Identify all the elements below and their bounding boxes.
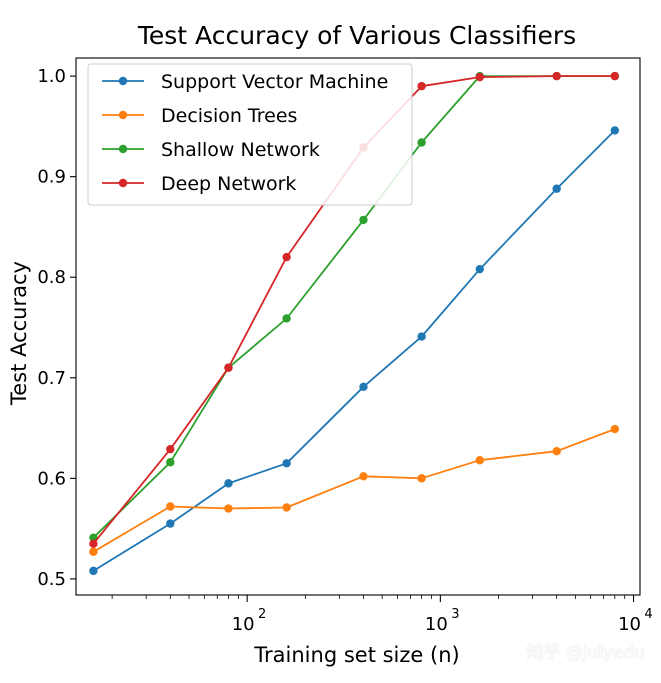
axes-layer: 0.50.60.70.80.91.010 2 10 3 10 4 xyxy=(37,57,653,635)
y-tick-label-5: 1.0 xyxy=(37,66,66,87)
legend-label-1: Decision Trees xyxy=(161,105,297,127)
data-point-s0-5 xyxy=(417,332,426,341)
legend-marker-2 xyxy=(118,144,128,154)
watermark: 知乎 @julyedu xyxy=(526,643,645,663)
y-tick-label-0: 0.5 xyxy=(37,569,66,590)
legend-label-0: Support Vector Machine xyxy=(161,71,388,93)
data-point-s0-7 xyxy=(552,184,561,193)
x-tick-label-exp-1: 3 xyxy=(451,607,459,622)
data-point-s1-0 xyxy=(89,547,98,556)
data-point-s3-0 xyxy=(89,539,98,548)
legend-marker-0 xyxy=(118,76,128,86)
data-point-s1-3 xyxy=(282,503,291,512)
data-point-s0-8 xyxy=(610,126,620,135)
x-axis-label: Training set size (n) xyxy=(253,643,459,667)
data-point-s2-5 xyxy=(417,138,426,147)
x-tick-label-1: 10 xyxy=(425,614,448,635)
x-tick-label-exp-0: 2 xyxy=(258,607,266,622)
data-point-s1-8 xyxy=(610,424,620,434)
data-point-s0-3 xyxy=(282,459,291,468)
data-point-s0-0 xyxy=(89,566,98,576)
data-point-s2-4 xyxy=(359,215,368,225)
data-point-s1-5 xyxy=(417,474,426,483)
data-point-s3-8 xyxy=(610,71,620,81)
data-point-s1-6 xyxy=(475,456,484,465)
y-tick-label-1: 0.6 xyxy=(37,468,66,489)
x-tick-label-2: 10 xyxy=(618,614,641,635)
data-point-s3-2 xyxy=(224,363,233,372)
legend-label-3: Deep Network xyxy=(161,173,296,195)
legend-box xyxy=(87,63,413,206)
data-point-s0-2 xyxy=(224,479,233,488)
data-point-s0-6 xyxy=(475,264,484,274)
data-point-s3-6 xyxy=(475,72,484,82)
y-tick-label-2: 0.7 xyxy=(37,368,66,389)
data-point-s1-1 xyxy=(166,502,175,511)
y-tick-label-4: 0.9 xyxy=(37,167,66,188)
data-point-s1-7 xyxy=(552,446,561,456)
chart-title: Test Accuracy of Various Classifiers xyxy=(137,21,576,50)
data-point-s3-3 xyxy=(282,252,291,262)
y-tick-label-3: 0.8 xyxy=(37,267,66,288)
data-point-s2-3 xyxy=(282,314,291,323)
data-point-s1-4 xyxy=(359,472,368,481)
data-point-s0-4 xyxy=(359,382,368,392)
data-point-s2-1 xyxy=(166,458,175,467)
legend-marker-1 xyxy=(118,110,128,120)
y-axis-label: Test Accuracy xyxy=(7,261,31,406)
data-point-s1-2 xyxy=(224,504,233,513)
legend-marker-3 xyxy=(118,178,128,188)
data-point-s3-7 xyxy=(552,71,561,81)
x-tick-label-exp-2: 4 xyxy=(644,607,652,622)
data-point-s3-5 xyxy=(417,81,426,91)
data-point-s0-1 xyxy=(166,519,175,528)
x-tick-label-0: 10 xyxy=(232,614,255,635)
axes-frame xyxy=(75,57,641,596)
legend: Support Vector Machine Decision Trees Shal… xyxy=(87,63,413,206)
legend-label-2: Shallow Network xyxy=(161,139,320,161)
data-point-s3-1 xyxy=(166,444,175,454)
